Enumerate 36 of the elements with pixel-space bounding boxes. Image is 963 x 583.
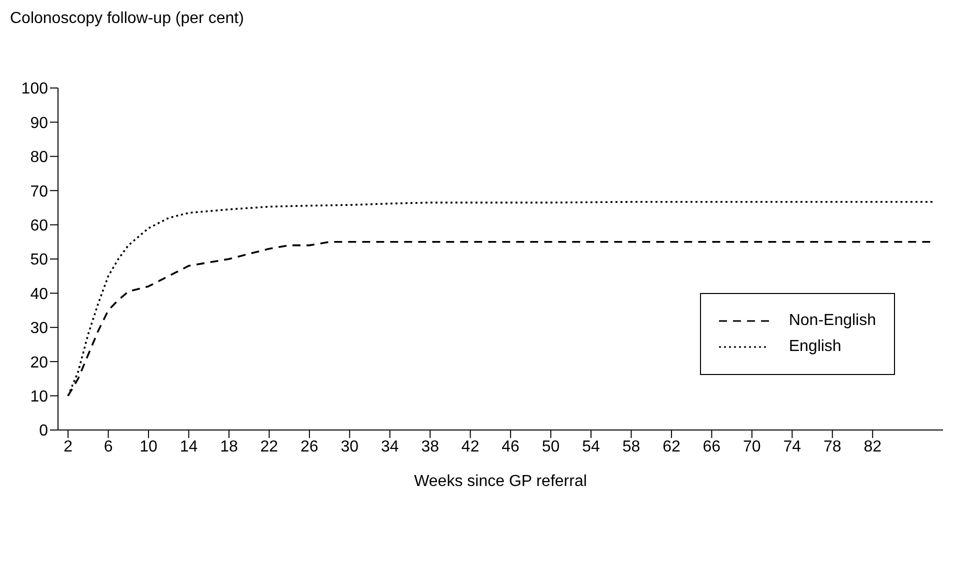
- y-tick-label: 100: [21, 80, 48, 98]
- x-tick-label: 54: [582, 438, 600, 456]
- x-tick-label: 66: [702, 438, 721, 456]
- x-tick-label: 34: [380, 438, 399, 456]
- y-tick-label: 90: [30, 114, 48, 132]
- legend-label: Non-English: [788, 312, 876, 330]
- y-axis-title: Colonoscopy follow-up (per cent): [10, 10, 244, 28]
- y-tick-label: 70: [30, 183, 48, 200]
- x-tick-label: 6: [104, 438, 113, 456]
- y-tick-label: 50: [30, 252, 48, 269]
- x-tick-label: 74: [783, 438, 802, 456]
- x-tick-label: 42: [461, 438, 480, 456]
- x-tick-label: 22: [260, 438, 278, 456]
- y-tick-label: 80: [30, 149, 48, 166]
- x-tick-label: 2: [64, 438, 73, 456]
- y-tick-label: 40: [30, 286, 48, 303]
- legend-label: English: [788, 338, 842, 356]
- y-tick-label: 0: [39, 422, 48, 440]
- x-tick-label: 30: [340, 438, 359, 456]
- y-tick-label: 60: [30, 217, 48, 234]
- x-tick-label: 50: [542, 438, 560, 456]
- y-tick-label: 30: [30, 320, 48, 338]
- x-tick-label: 62: [662, 438, 680, 456]
- x-tick-label: 10: [140, 438, 158, 456]
- y-tick-label: 10: [30, 388, 48, 406]
- x-tick-label: 70: [743, 438, 761, 456]
- x-tick-label: 58: [622, 438, 640, 456]
- x-tick-label: 14: [180, 438, 198, 456]
- x-tick-label: 26: [300, 438, 318, 456]
- x-tick-label: 38: [421, 438, 440, 456]
- y-tick-label: 20: [30, 354, 48, 372]
- x-tick-label: 78: [823, 438, 842, 456]
- x-axis-title: Weeks since GP referral: [414, 473, 587, 490]
- x-tick-label: 46: [502, 438, 520, 456]
- x-tick-label: 18: [220, 438, 238, 456]
- x-tick-label: 82: [864, 438, 882, 456]
